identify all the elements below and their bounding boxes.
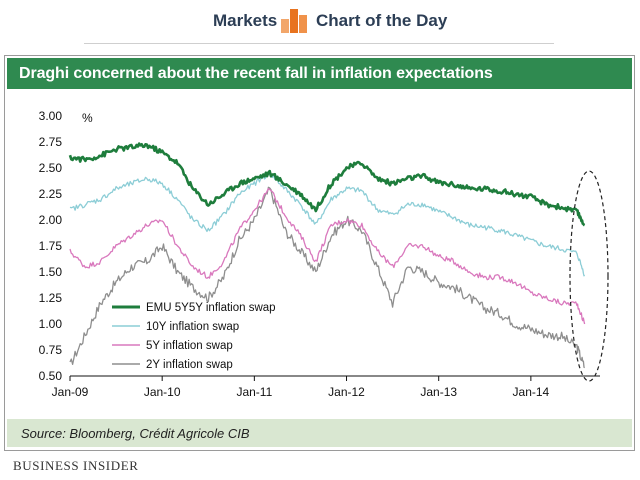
x-tick-label: Jan-14 (513, 385, 550, 399)
x-tick-label: Jan-11 (236, 385, 272, 399)
series-line-emu-5y5y-inflation-swap (68, 142, 586, 227)
y-axis: 0.50 0.75 1.00 1.25 1.50 1.75 2.00 2.25 2.50 2.75… (39, 109, 93, 383)
series-layer (68, 142, 586, 369)
header-divider (84, 43, 554, 44)
source-bar: Source: Bloomberg, Crédit Agricole CIB (7, 419, 632, 447)
legend-label: 10Y inflation swap (146, 321, 239, 333)
x-tick-label: Jan-12 (328, 385, 365, 399)
source-note: Source: Bloomberg, Crédit Agricole CIB (21, 426, 250, 441)
y-tick-label: 2.50 (39, 161, 63, 175)
y-tick-label: 2.00 (39, 213, 63, 227)
legend-label: EMU 5Y5Y inflation swap (146, 302, 276, 314)
legend: EMU 5Y5Y inflation swap 10Y inflation swa… (112, 302, 276, 371)
y-tick-label: 1.75 (39, 239, 63, 253)
chart-title: Draghi concerned about the recent fall i… (19, 65, 493, 82)
markets-label[interactable]: Markets (213, 11, 278, 30)
chart-title-bar: Draghi concerned about the recent fall i… (7, 58, 632, 89)
page-header: Markets Chart of the Day (0, 0, 640, 44)
chart-of-the-day-label[interactable]: Chart of the Day (316, 11, 448, 30)
y-tick-label: 2.75 (39, 135, 63, 149)
chart-frame (4, 55, 635, 451)
series-line-10y-inflation-swap (69, 171, 586, 277)
y-tick-label: 0.50 (39, 369, 63, 383)
y-tick-label: 1.25 (39, 291, 63, 305)
series-line-5y-inflation-swap (69, 187, 586, 325)
y-axis-unit: % (82, 111, 93, 125)
series-line-2y-inflation-swap (69, 186, 586, 369)
y-tick-label: 2.25 (39, 187, 63, 201)
y-tick-label: 0.75 (39, 343, 63, 357)
y-tick-label: 1.50 (39, 265, 63, 279)
y-tick-label: 3.00 (39, 109, 63, 123)
highlight-ellipse (569, 170, 609, 382)
bar-chart-icon (281, 9, 307, 33)
x-tick-label: Jan-10 (144, 385, 181, 399)
y-tick-label: 1.00 (39, 317, 63, 331)
legend-label: 5Y inflation swap (146, 340, 233, 352)
x-axis: Jan-09 Jan-10 Jan-11 Jan-12 Jan-13 Jan-14 (52, 375, 600, 399)
x-tick-label: Jan-13 (420, 385, 457, 399)
x-tick-label: Jan-09 (52, 385, 89, 399)
brand-logo[interactable]: BUSINESS INSIDER (13, 458, 139, 473)
legend-label: 2Y inflation swap (146, 359, 233, 371)
